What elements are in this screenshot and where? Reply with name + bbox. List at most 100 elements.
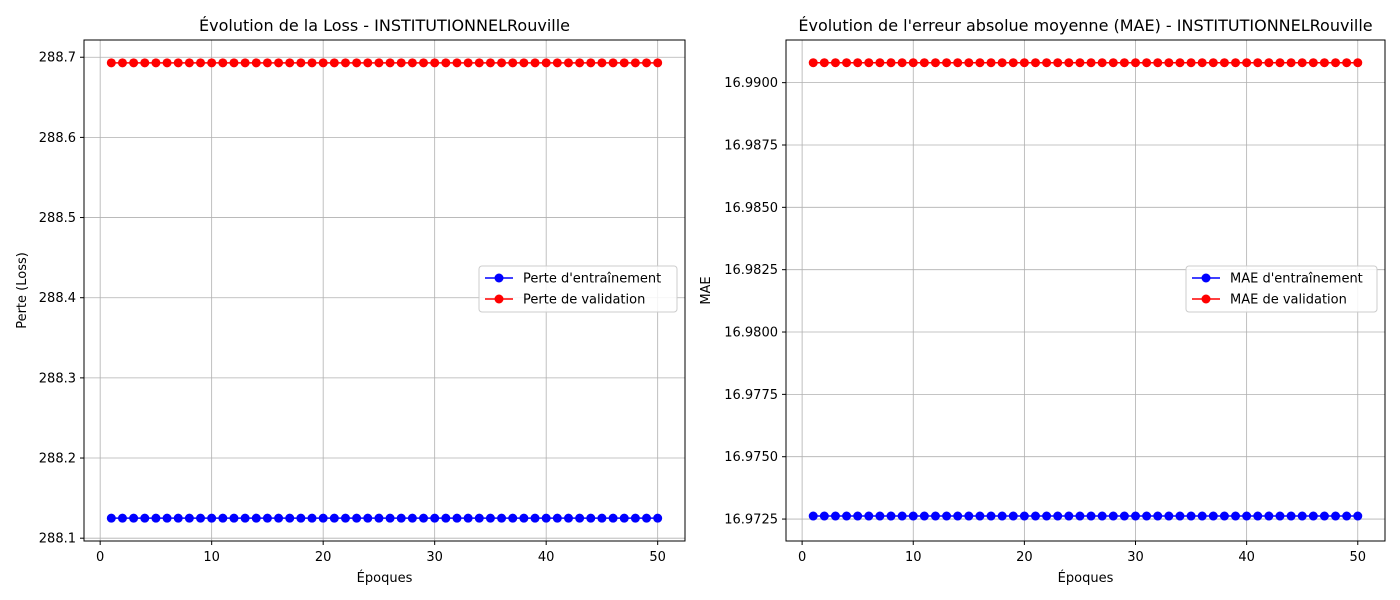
data-point [1331,511,1341,521]
data-point [307,513,317,523]
legend-marker [494,294,504,304]
data-point [953,511,963,521]
data-point [1231,511,1241,521]
data-point [1253,58,1263,68]
data-point [1308,511,1318,521]
legend-box [1185,265,1378,313]
data-point [441,58,451,68]
data-point [930,58,940,68]
data-point [1264,511,1274,521]
data-point [986,511,996,521]
x-tick-label: 50 [1349,550,1366,565]
data-point [853,511,863,521]
data-point [608,513,618,523]
data-point [1208,58,1218,68]
data-point [964,511,974,521]
x-tick-label: 0 [96,550,104,565]
data-point [1186,58,1196,68]
y-tick-label: 16.9900 [724,76,778,91]
data-point [563,58,573,68]
data-point [1119,511,1129,521]
data-point [1075,511,1085,521]
data-point [274,58,284,68]
data-point [1153,511,1163,521]
data-point [908,58,918,68]
x-tick-label: 40 [1238,550,1255,565]
data-point [497,513,507,523]
data-point [262,58,272,68]
x-tick-label: 10 [203,550,220,565]
y-tick-label: 16.9825 [724,263,778,278]
data-point [140,513,150,523]
data-point [463,58,473,68]
data-point [1197,511,1207,521]
data-point [1297,58,1307,68]
y-tick-label: 288.3 [39,371,76,386]
data-point [1331,58,1341,68]
data-point [385,513,395,523]
y-tick-label: 288.5 [39,211,76,226]
data-point [452,513,462,523]
data-point [1319,511,1329,521]
data-point [407,58,417,68]
y-axis-label: MAE [699,276,714,304]
data-point [474,58,484,68]
x-tick-label: 50 [649,550,666,565]
data-point [1008,58,1018,68]
data-point [642,513,652,523]
data-point [1119,58,1129,68]
data-point [117,513,127,523]
data-point [463,513,473,523]
data-point [1030,58,1040,68]
data-point [285,58,295,68]
data-point [340,513,350,523]
data-point [608,58,618,68]
data-point [340,58,350,68]
data-point [1242,511,1252,521]
data-point [1319,58,1329,68]
data-point [1053,58,1063,68]
data-point [229,513,239,523]
data-point [919,58,929,68]
data-point [1286,58,1296,68]
data-point [997,58,1007,68]
legend: MAE d'entraînement MAE de validation [1185,265,1378,313]
data-point [997,511,1007,521]
y-tick-label: 288.2 [39,452,76,467]
legend: Perte d'entraînement Perte de validation [478,265,678,313]
data-point [262,513,272,523]
data-point [396,513,406,523]
data-point [897,511,907,521]
data-point [251,58,261,68]
data-point [930,511,940,521]
data-point [374,58,384,68]
axes-frame [83,39,686,542]
data-point [162,513,172,523]
data-point [307,58,317,68]
data-point [151,58,161,68]
data-point [240,58,250,68]
data-point [563,513,573,523]
data-point [630,513,640,523]
data-point [1308,58,1318,68]
data-point [1231,58,1241,68]
data-point [1275,511,1285,521]
data-point [842,58,852,68]
data-point [374,513,384,523]
data-point [942,58,952,68]
data-point [1142,58,1152,68]
data-point [485,58,495,68]
y-tick-label: 16.9725 [724,513,778,528]
data-point [1064,58,1074,68]
data-point [419,513,429,523]
data-point [1075,58,1085,68]
data-point [875,511,885,521]
data-point [1286,511,1296,521]
data-point [975,511,985,521]
data-point [586,513,596,523]
data-point [808,58,818,68]
data-point [497,58,507,68]
data-point [1175,58,1185,68]
data-point [318,58,328,68]
